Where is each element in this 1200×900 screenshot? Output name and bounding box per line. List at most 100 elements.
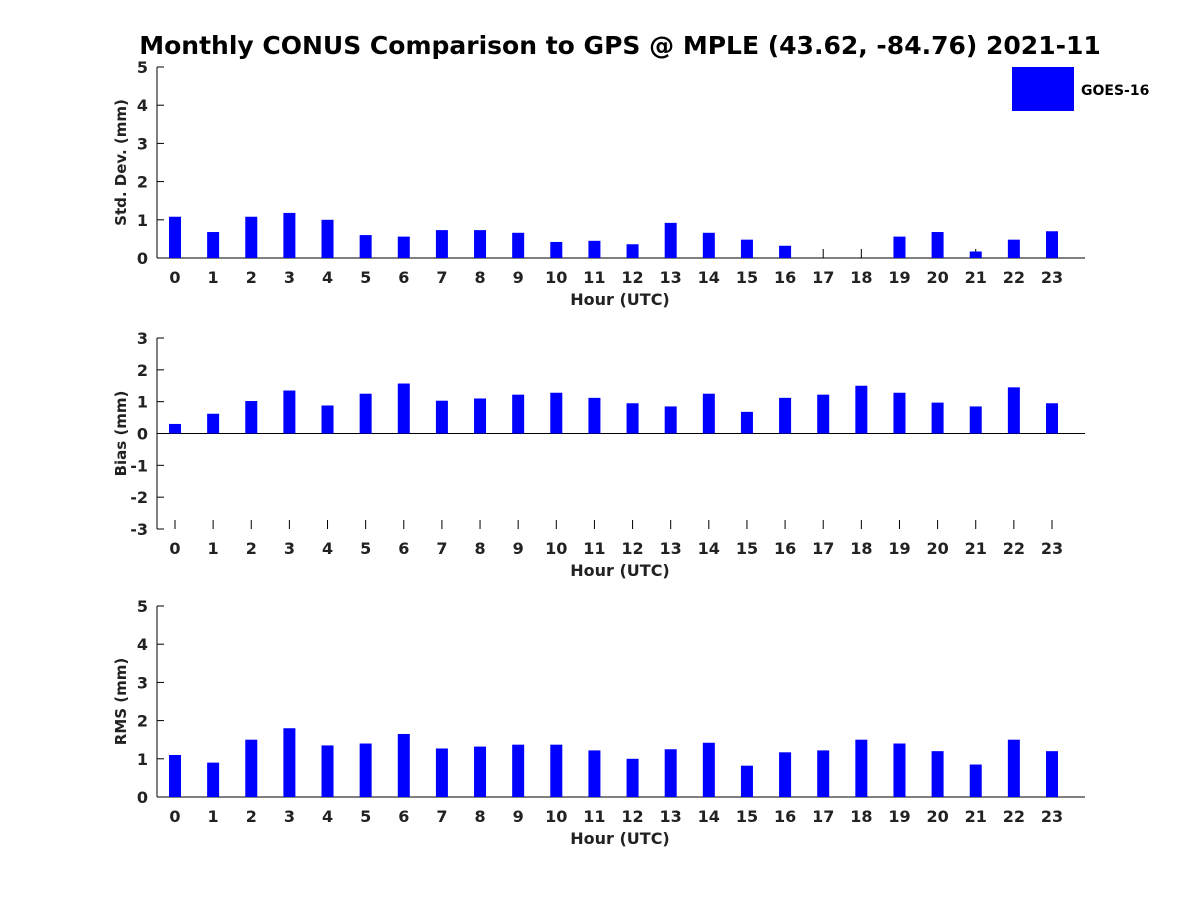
- bar-hour-22: [1007, 387, 1020, 434]
- x-tick-label: 7: [436, 807, 447, 826]
- x-tick-label: 21: [965, 539, 987, 558]
- bar-hour-16: [779, 245, 792, 258]
- bar-hour-8: [474, 230, 487, 258]
- x-tick-label: 6: [398, 807, 409, 826]
- x-tick-label: 8: [474, 268, 485, 287]
- bar-hour-20: [931, 232, 944, 258]
- x-tick-label: 9: [513, 539, 524, 558]
- bar-hour-5: [359, 743, 372, 797]
- x-tick-label: 3: [284, 268, 295, 287]
- y-axis-label: Std. Dev. (mm): [112, 99, 130, 226]
- x-axis-label: Hour (UTC): [570, 561, 670, 580]
- y-tick-label: -2: [130, 488, 148, 507]
- bar-hour-1: [207, 413, 220, 434]
- bar-hour-6: [397, 236, 410, 258]
- x-tick-label: 19: [888, 268, 910, 287]
- x-tick-label: 13: [660, 268, 682, 287]
- x-tick-label: 16: [774, 807, 796, 826]
- bar-hour-19: [893, 743, 906, 797]
- bar-hour-8: [474, 398, 487, 434]
- x-tick-label: 2: [246, 268, 257, 287]
- x-tick-label: 17: [812, 539, 834, 558]
- bar-hour-0: [169, 423, 181, 434]
- x-tick-label: 12: [621, 268, 643, 287]
- bar-hour-11: [588, 397, 601, 434]
- bar-hour-12: [626, 244, 639, 258]
- x-tick-label: 14: [698, 539, 720, 558]
- bar-hour-15: [740, 765, 753, 797]
- bar-hour-22: [1007, 239, 1020, 258]
- x-tick-label: 10: [545, 539, 567, 558]
- y-tick-label: 0: [137, 788, 148, 807]
- x-tick-label: 20: [926, 268, 948, 287]
- y-tick-label: 1: [137, 393, 148, 412]
- x-tick-label: 22: [1003, 539, 1025, 558]
- x-tick-label: 11: [583, 539, 605, 558]
- bar-hour-19: [893, 392, 906, 434]
- x-tick-label: 13: [660, 539, 682, 558]
- bar-hour-11: [588, 240, 601, 258]
- bar-hour-12: [626, 758, 639, 797]
- bar-hour-6: [397, 383, 410, 434]
- bar-hour-3: [283, 390, 296, 434]
- x-tick-label: 22: [1003, 807, 1025, 826]
- bar-hour-19: [893, 236, 906, 258]
- bar-hour-5: [359, 235, 372, 258]
- legend-box: [1012, 67, 1074, 111]
- y-tick-label: 0: [137, 249, 148, 268]
- x-tick-label: 15: [736, 268, 758, 287]
- x-tick-label: 14: [698, 807, 720, 826]
- bar-hour-7: [435, 400, 448, 434]
- x-tick-label: 17: [812, 268, 834, 287]
- bar-hour-21: [969, 251, 982, 258]
- x-tick-label: 4: [322, 539, 333, 558]
- bar-hour-14: [702, 742, 715, 797]
- x-tick-label: 7: [436, 539, 447, 558]
- bar-hour-14: [702, 393, 715, 434]
- bar-hour-7: [435, 230, 448, 258]
- x-tick-label: 3: [284, 807, 295, 826]
- x-tick-label: 18: [850, 807, 872, 826]
- x-tick-label: 11: [583, 268, 605, 287]
- x-tick-label: 18: [850, 539, 872, 558]
- x-tick-label: 14: [698, 268, 720, 287]
- x-tick-label: 17: [812, 807, 834, 826]
- bar-hour-1: [207, 762, 220, 797]
- bar-hour-5: [359, 393, 372, 434]
- x-tick-label: 15: [736, 539, 758, 558]
- x-tick-label: 22: [1003, 268, 1025, 287]
- bar-hour-2: [245, 216, 258, 258]
- x-tick-label: 20: [926, 539, 948, 558]
- x-tick-label: 16: [774, 539, 796, 558]
- bar-hour-7: [435, 748, 448, 797]
- bar-hour-23: [1045, 751, 1058, 797]
- x-tick-label: 5: [360, 268, 371, 287]
- bar-hour-13: [664, 406, 677, 434]
- x-tick-label: 4: [322, 807, 333, 826]
- x-tick-label: 1: [208, 268, 219, 287]
- bar-hour-21: [969, 764, 982, 797]
- y-tick-label: 2: [137, 712, 148, 731]
- y-tick-label: 3: [137, 329, 148, 348]
- bar-hour-23: [1045, 231, 1058, 258]
- y-tick-label: 5: [137, 58, 148, 77]
- x-tick-label: 21: [965, 268, 987, 287]
- y-tick-label: 4: [137, 635, 148, 654]
- x-tick-label: 8: [474, 539, 485, 558]
- bar-hour-20: [931, 402, 944, 434]
- x-tick-label: 12: [621, 539, 643, 558]
- x-tick-label: 9: [513, 807, 524, 826]
- x-tick-label: 7: [436, 268, 447, 287]
- bar-hour-0: [169, 216, 181, 258]
- bar-hour-15: [740, 239, 753, 258]
- bar-hour-4: [321, 219, 334, 258]
- x-tick-label: 19: [888, 807, 910, 826]
- x-tick-label: 4: [322, 268, 333, 287]
- bar-hour-4: [321, 405, 334, 434]
- y-tick-label: -3: [130, 520, 148, 539]
- bar-hour-8: [474, 746, 487, 797]
- y-tick-label: -1: [130, 456, 148, 475]
